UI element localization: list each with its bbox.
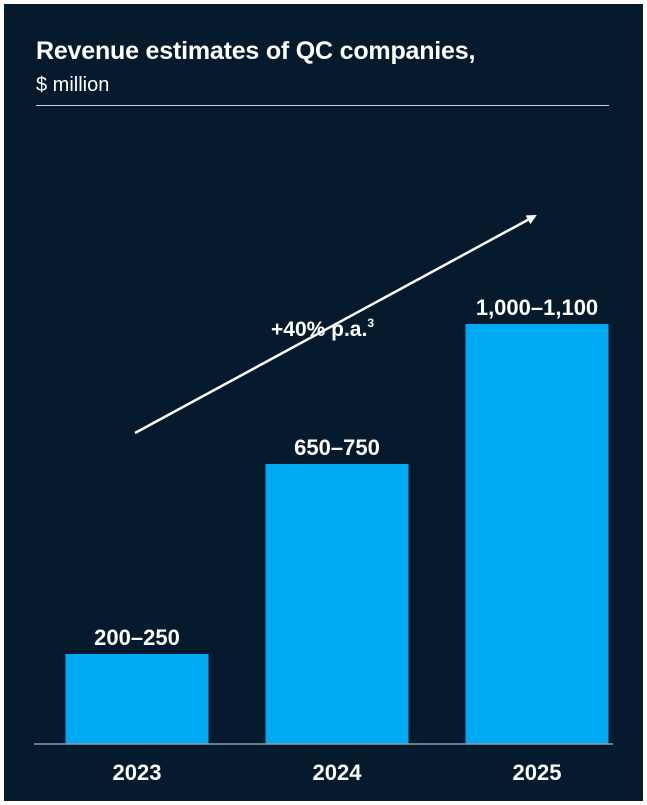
footnote-marker: 3 [367, 316, 374, 330]
title-divider [36, 105, 609, 106]
growth-annotation-text: +40% p.a. [271, 318, 367, 341]
x-tick-label-2023: 2023 [113, 760, 162, 785]
chart-title: Revenue estimates of QC companies, [36, 37, 476, 65]
chart-subtitle: $ million [36, 74, 110, 96]
bar-value-label-2024: 650–750 [294, 435, 380, 460]
growth-arrow [134, 214, 537, 435]
x-tick-label-2024: 2024 [313, 760, 363, 785]
bar-value-label-2023: 200–250 [94, 625, 180, 650]
bar-2024 [265, 464, 409, 744]
growth-annotation: +40% p.a.3 [271, 316, 374, 341]
bar-value-label-2025: 1,000–1,100 [476, 295, 598, 320]
bar-chart: 200–250 2023 650–750 2024 1,000–1,100 2025 +4… [34, 214, 613, 785]
labels-layer: 200–250 2023 650–750 2024 1,000–1,100 2025 [94, 295, 598, 785]
x-tick-label-2025: 2025 [513, 760, 562, 785]
bar-2025 [465, 324, 609, 744]
bars-layer [65, 324, 609, 744]
chart-panel: Revenue estimates of QC companies, $ mil… [4, 4, 643, 801]
bar-2023 [65, 654, 209, 744]
